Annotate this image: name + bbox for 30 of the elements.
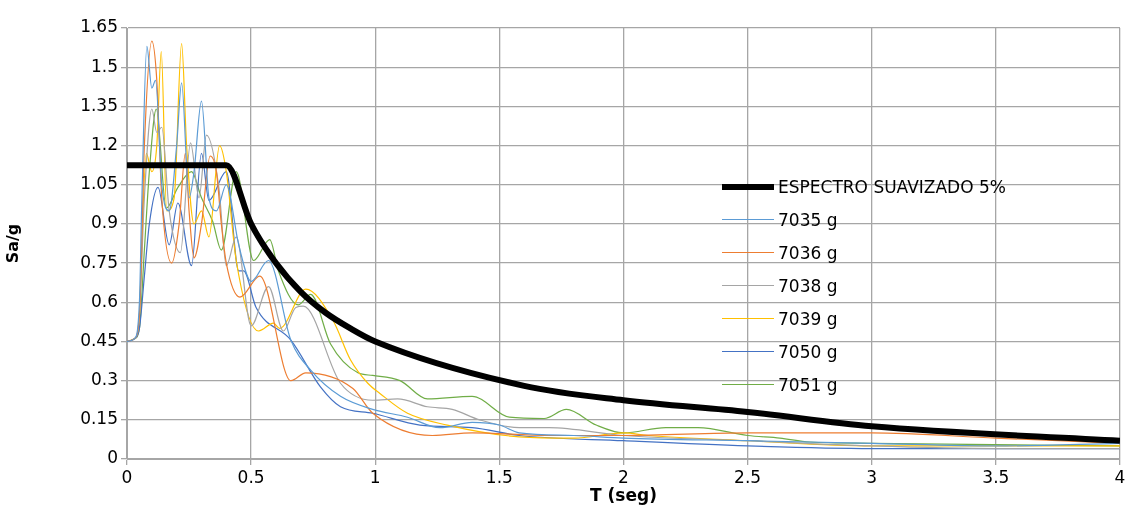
y-tick-label: 1.2	[90, 133, 118, 154]
y-tick-label: 0.3	[90, 369, 118, 390]
legend-label: 7036 g	[778, 242, 838, 263]
legend-label: 7038 g	[778, 275, 838, 296]
x-axis-title: T (seg)	[590, 485, 657, 506]
x-tick-label: 1.5	[485, 466, 513, 487]
y-tick-label: 0.15	[80, 408, 118, 429]
x-tick-label: 3	[866, 466, 878, 487]
legend-label: 7039 g	[778, 308, 838, 329]
x-tick-label: 0	[121, 466, 133, 487]
y-axis-title: Sa/g	[2, 223, 22, 264]
y-tick-label: 0.75	[80, 251, 118, 272]
x-tick-label: 3.5	[982, 466, 1010, 487]
x-tick-label: 2	[618, 466, 629, 487]
y-tick-label: 1.5	[90, 55, 118, 76]
legend-label: 7050 g	[778, 341, 838, 362]
x-tick-label: 1	[369, 466, 381, 487]
y-tick-label: 1.35	[80, 94, 118, 115]
x-tick-label: 0.5	[237, 466, 265, 487]
y-tick-label: 0.6	[90, 290, 118, 311]
y-tick-label: 0	[107, 447, 118, 468]
x-tick-label: 4	[1114, 466, 1126, 487]
x-tick-label: 2.5	[734, 466, 762, 487]
legend-label: 7035 g	[778, 209, 838, 230]
y-tick-label: 1.05	[80, 173, 118, 194]
y-tick-label: 0.45	[80, 329, 118, 350]
legend-label: ESPECTRO SUAVIZADO 5%	[778, 176, 1006, 197]
y-tick-label: 0.9	[90, 212, 118, 233]
y-tick-label: 1.65	[80, 16, 118, 37]
legend-label: 7051 g	[778, 374, 838, 395]
